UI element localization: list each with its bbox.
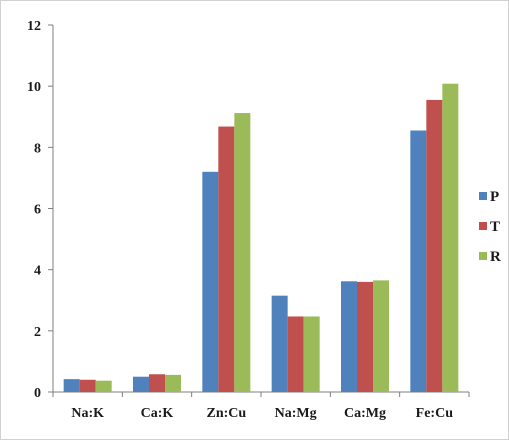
- bar-R-Na-Mg: [303, 316, 320, 392]
- bar-T-Na-Mg: [287, 316, 304, 392]
- legend-label-R: R: [490, 249, 501, 265]
- bar-T-Ca-K: [149, 374, 165, 392]
- x-category-label: Ca:Mg: [344, 406, 386, 421]
- y-tick-label: 8: [34, 141, 41, 156]
- bar-T-Zn-Cu: [218, 126, 235, 392]
- legend-swatch-T: [479, 222, 487, 230]
- legend: PTR: [479, 189, 501, 265]
- y-tick-label: 6: [34, 203, 41, 218]
- y-tick-label: 4: [34, 264, 41, 279]
- x-category-labels: Na:K Ca:K Zn:Cu Na:Mg Ca:Mg Fe:Cu: [71, 406, 453, 421]
- legend-label-T: T: [490, 219, 500, 235]
- bar-P-Fe-Cu: [410, 130, 427, 392]
- bar-T-Fe-Cu: [426, 99, 443, 392]
- bar-R-Zn-Cu: [234, 113, 251, 392]
- y-tick-label: 0: [34, 386, 41, 401]
- y-tick-labels: 0 2 4 6 8 10 12: [27, 19, 41, 401]
- bars: [63, 83, 459, 392]
- bar-P-Ca-Mg: [341, 281, 357, 392]
- bar-R-Ca-Mg: [373, 280, 389, 392]
- x-category-label: Fe:Cu: [416, 406, 454, 421]
- y-tick-label: 12: [27, 19, 41, 34]
- bar-R-Ca-K: [165, 374, 181, 392]
- legend-swatch-P: [479, 192, 487, 200]
- bar-R-Na-K: [95, 380, 112, 392]
- x-category-label: Na:K: [71, 406, 104, 421]
- bar-R-Fe-Cu: [442, 83, 459, 392]
- y-tick-label: 10: [27, 80, 41, 95]
- bar-P-Na-Mg: [271, 295, 288, 392]
- y-tick-label: 2: [34, 325, 41, 340]
- bar-T-Na-K: [79, 379, 96, 392]
- x-category-label: Na:Mg: [275, 406, 317, 421]
- bar-P-Zn-Cu: [202, 171, 219, 392]
- bar-P-Na-K: [63, 379, 80, 392]
- bar-T-Ca-Mg: [357, 281, 373, 392]
- x-category-label: Zn:Cu: [206, 406, 246, 421]
- legend-swatch-R: [479, 252, 487, 260]
- bar-P-Ca-K: [133, 376, 149, 392]
- x-category-label: Ca:K: [141, 406, 174, 421]
- legend-label-P: P: [490, 189, 499, 205]
- axes: [48, 24, 470, 397]
